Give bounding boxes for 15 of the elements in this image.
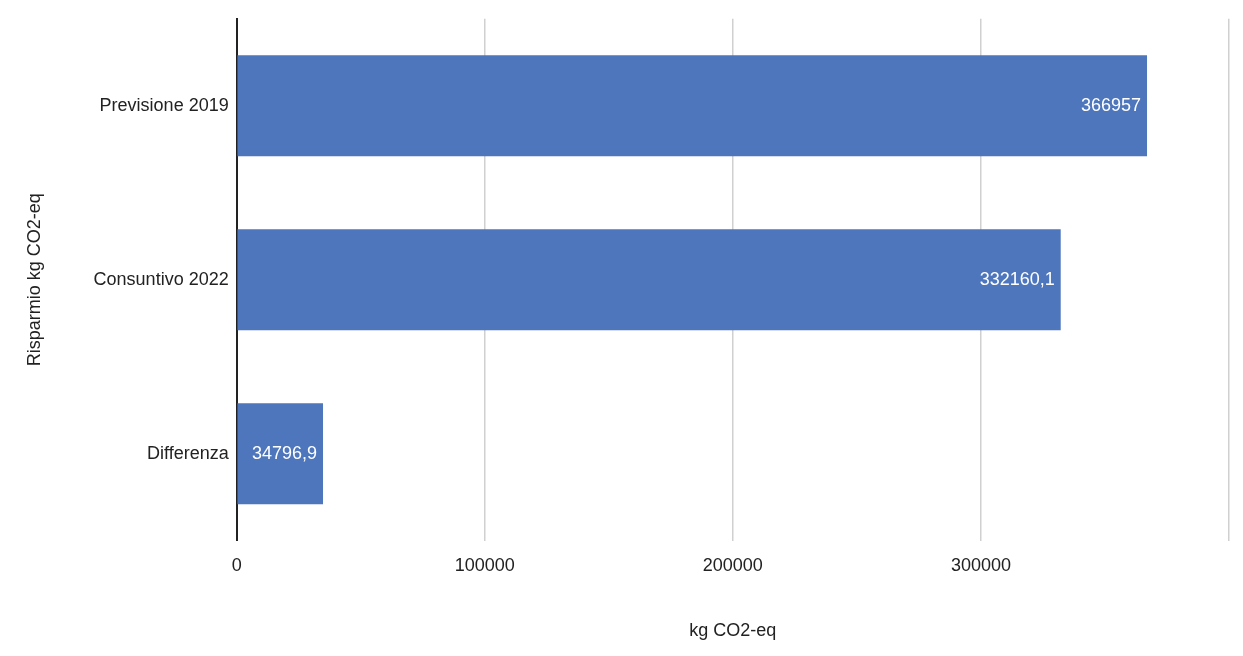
bar: [237, 229, 1061, 331]
data-label: 34796,9: [251, 442, 318, 463]
y-axis-title: Risparmio kg CO2-eq: [23, 193, 44, 367]
data-label: 332160,1: [979, 268, 1055, 289]
y-tick-label: Previsione 2019: [99, 94, 229, 115]
data-label: 366957: [1080, 94, 1142, 115]
y-tick-label: Differenza: [146, 442, 230, 463]
x-axis-title: kg CO2-eq: [689, 620, 777, 641]
bar: [237, 403, 324, 505]
x-tick-label: 0: [231, 554, 242, 575]
x-tick-label: 200000: [702, 554, 763, 575]
y-tick-label: Consuntivo 2022: [93, 268, 229, 289]
x-tick-label: 300000: [950, 554, 1011, 575]
x-tick-label: 100000: [454, 554, 515, 575]
bar: [237, 55, 1148, 157]
